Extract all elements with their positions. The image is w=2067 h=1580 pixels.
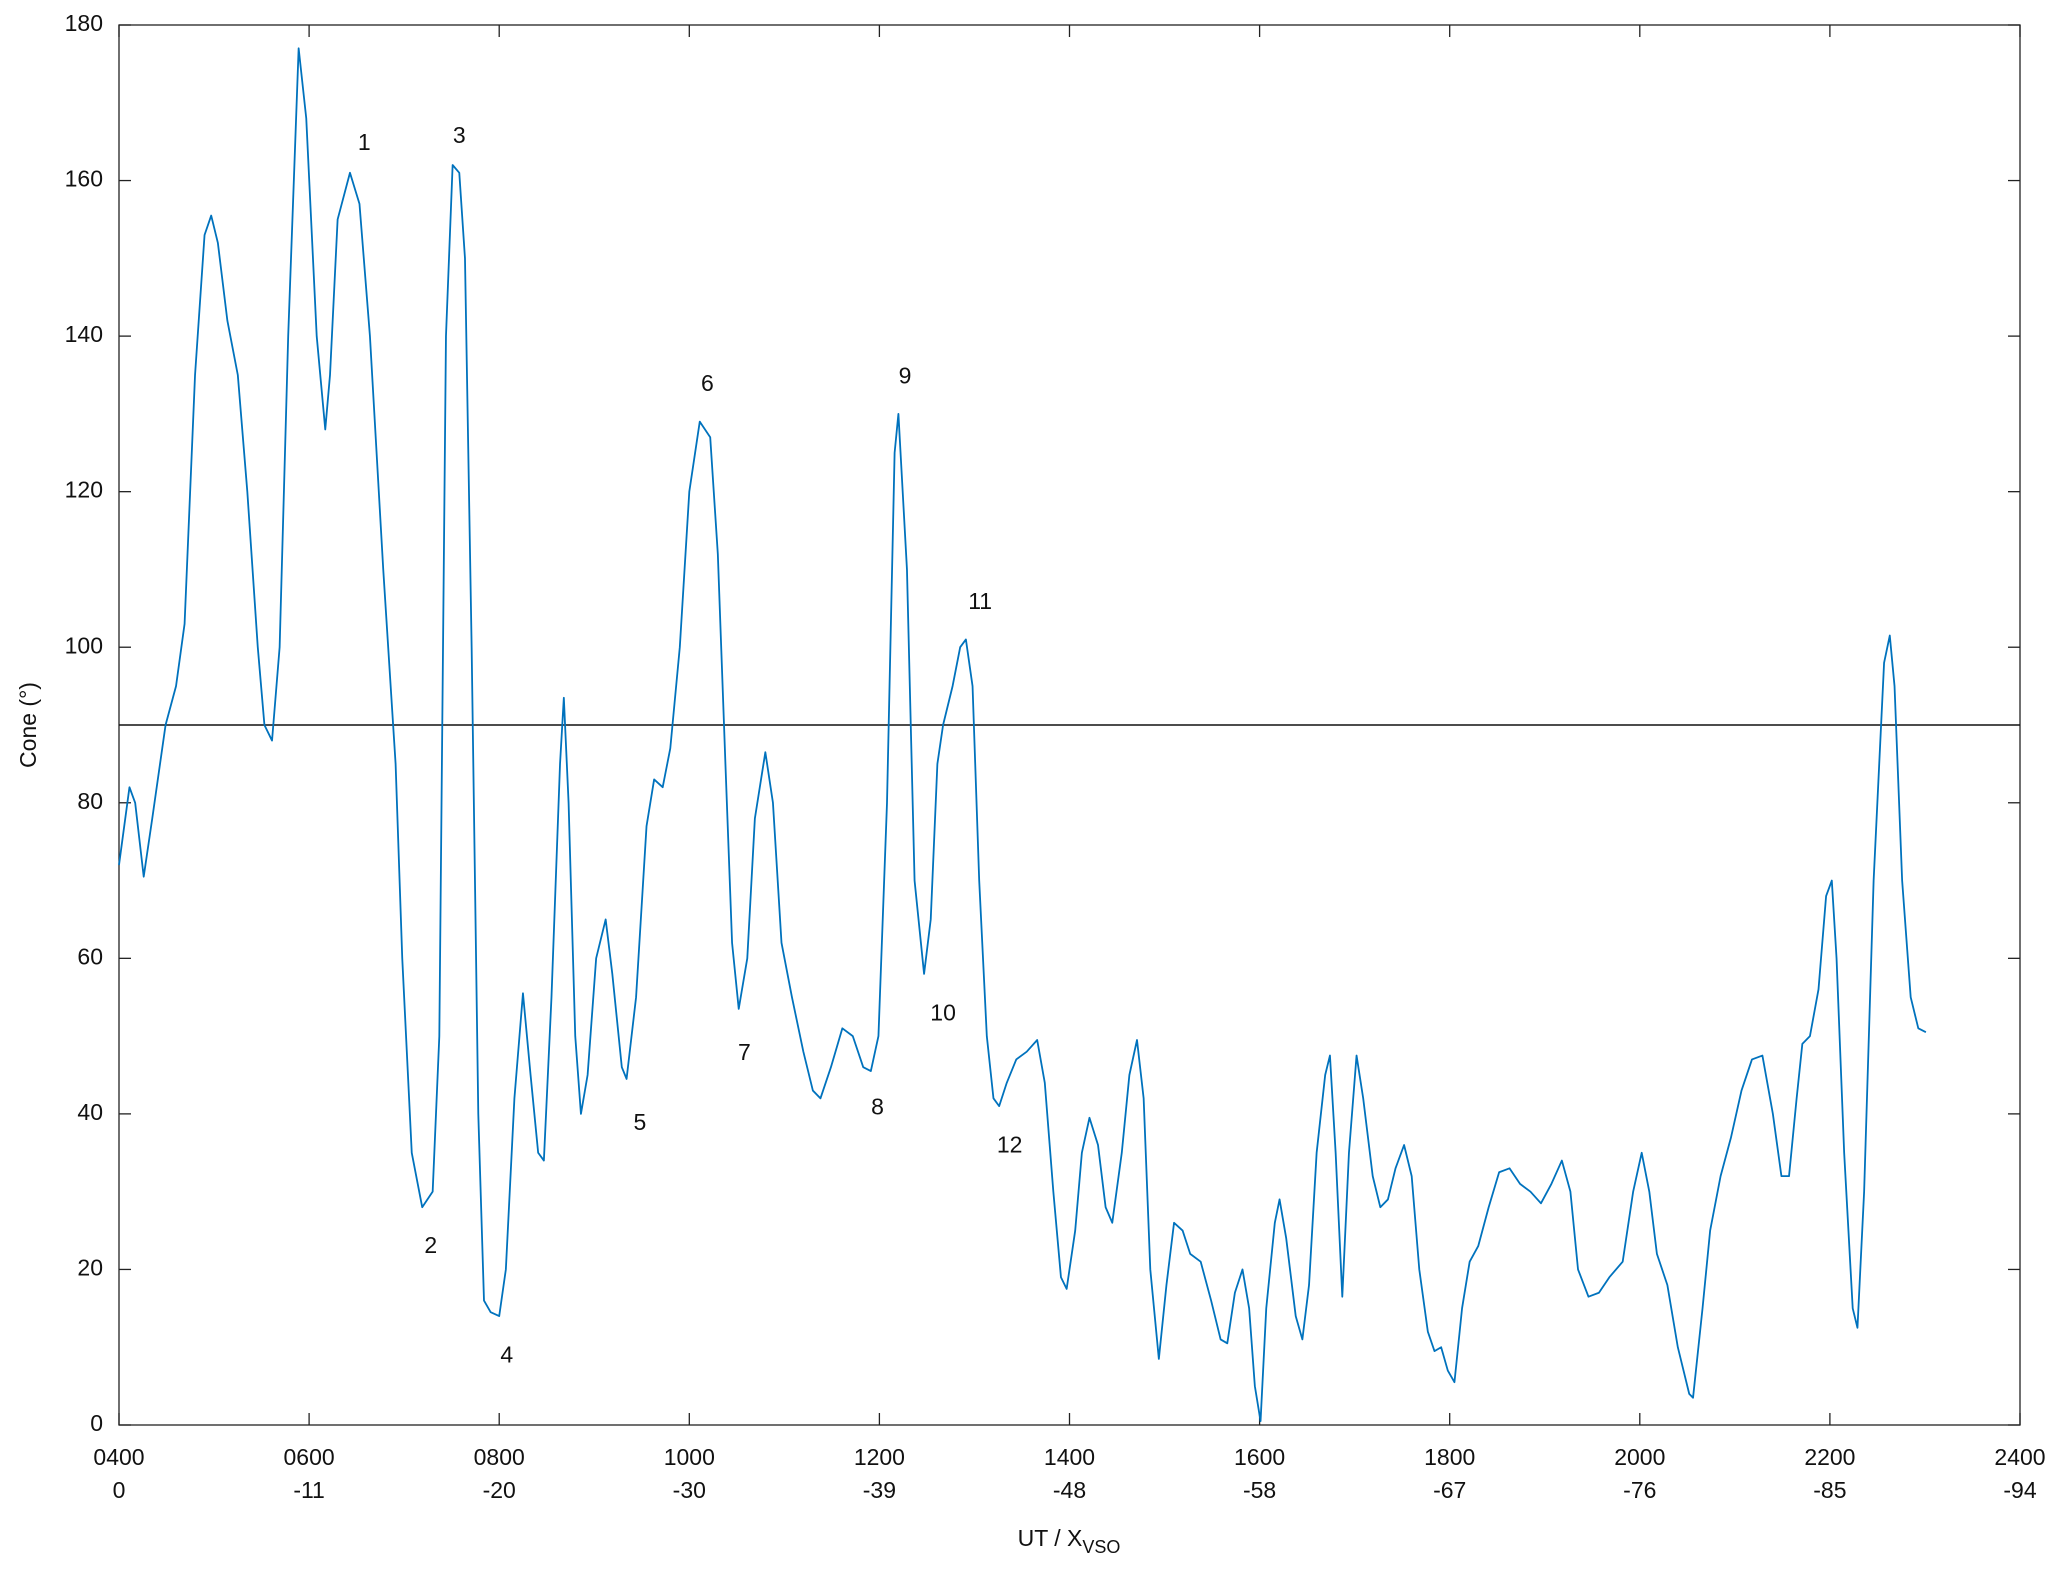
x-tick-label: 0600 bbox=[284, 1444, 335, 1470]
y-tick-label: 100 bbox=[65, 632, 103, 658]
x-secondary-tick-label: -94 bbox=[2003, 1477, 2036, 1503]
y-axis-label: Cone (°) bbox=[15, 682, 41, 768]
annotation: 3 bbox=[453, 122, 466, 148]
x-tick-label: 0400 bbox=[93, 1444, 144, 1470]
annotation: 12 bbox=[997, 1132, 1023, 1158]
y-tick-label: 20 bbox=[77, 1255, 103, 1281]
x-secondary-tick-label: -30 bbox=[673, 1477, 706, 1503]
y-tick-label: 0 bbox=[90, 1410, 103, 1436]
annotation: 11 bbox=[968, 588, 992, 614]
y-tick-label: 40 bbox=[77, 1099, 103, 1125]
annotation: 9 bbox=[899, 362, 912, 388]
y-tick-label: 180 bbox=[65, 10, 103, 36]
x-tick-label: 2400 bbox=[1994, 1444, 2045, 1470]
y-tick-label: 60 bbox=[77, 943, 103, 969]
x-secondary-tick-label: -58 bbox=[1243, 1477, 1276, 1503]
annotation: 7 bbox=[738, 1039, 751, 1065]
annotation: 2 bbox=[424, 1232, 437, 1258]
x-tick-label: 1000 bbox=[664, 1444, 715, 1470]
x-secondary-tick-label: -48 bbox=[1053, 1477, 1086, 1503]
x-secondary-tick-label: -67 bbox=[1433, 1477, 1466, 1503]
annotation: 6 bbox=[701, 370, 714, 396]
annotation: 1 bbox=[358, 129, 371, 155]
x-tick-label: 2200 bbox=[1804, 1444, 1855, 1470]
y-tick-label: 140 bbox=[65, 321, 103, 347]
x-secondary-tick-label: 0 bbox=[113, 1477, 126, 1503]
x-secondary-tick-label: -11 bbox=[293, 1477, 325, 1503]
y-tick-label: 160 bbox=[65, 166, 103, 192]
annotation: 8 bbox=[871, 1094, 884, 1120]
x-tick-label: 2000 bbox=[1614, 1444, 1665, 1470]
x-tick-label: 1800 bbox=[1424, 1444, 1475, 1470]
x-secondary-tick-label: -39 bbox=[863, 1477, 896, 1503]
x-secondary-tick-label: -85 bbox=[1813, 1477, 1846, 1503]
annotation: 10 bbox=[930, 999, 956, 1025]
annotation: 4 bbox=[500, 1342, 513, 1368]
x-axis-label: UT / XVSO bbox=[1018, 1525, 1121, 1557]
x-secondary-tick-label: -20 bbox=[483, 1477, 516, 1503]
x-axis-label-sub: VSO bbox=[1082, 1537, 1120, 1557]
data-line bbox=[118, 47, 1927, 1423]
x-axis-label-main: UT / X bbox=[1018, 1525, 1083, 1551]
y-tick-label: 120 bbox=[65, 477, 103, 503]
x-secondary-tick-label: -76 bbox=[1623, 1477, 1656, 1503]
x-tick-label: 1200 bbox=[854, 1444, 905, 1470]
x-tick-label: 1600 bbox=[1234, 1444, 1285, 1470]
annotation: 5 bbox=[633, 1109, 646, 1135]
x-tick-label: 1400 bbox=[1044, 1444, 1095, 1470]
y-tick-label: 80 bbox=[77, 788, 103, 814]
x-tick-label: 0800 bbox=[474, 1444, 525, 1470]
